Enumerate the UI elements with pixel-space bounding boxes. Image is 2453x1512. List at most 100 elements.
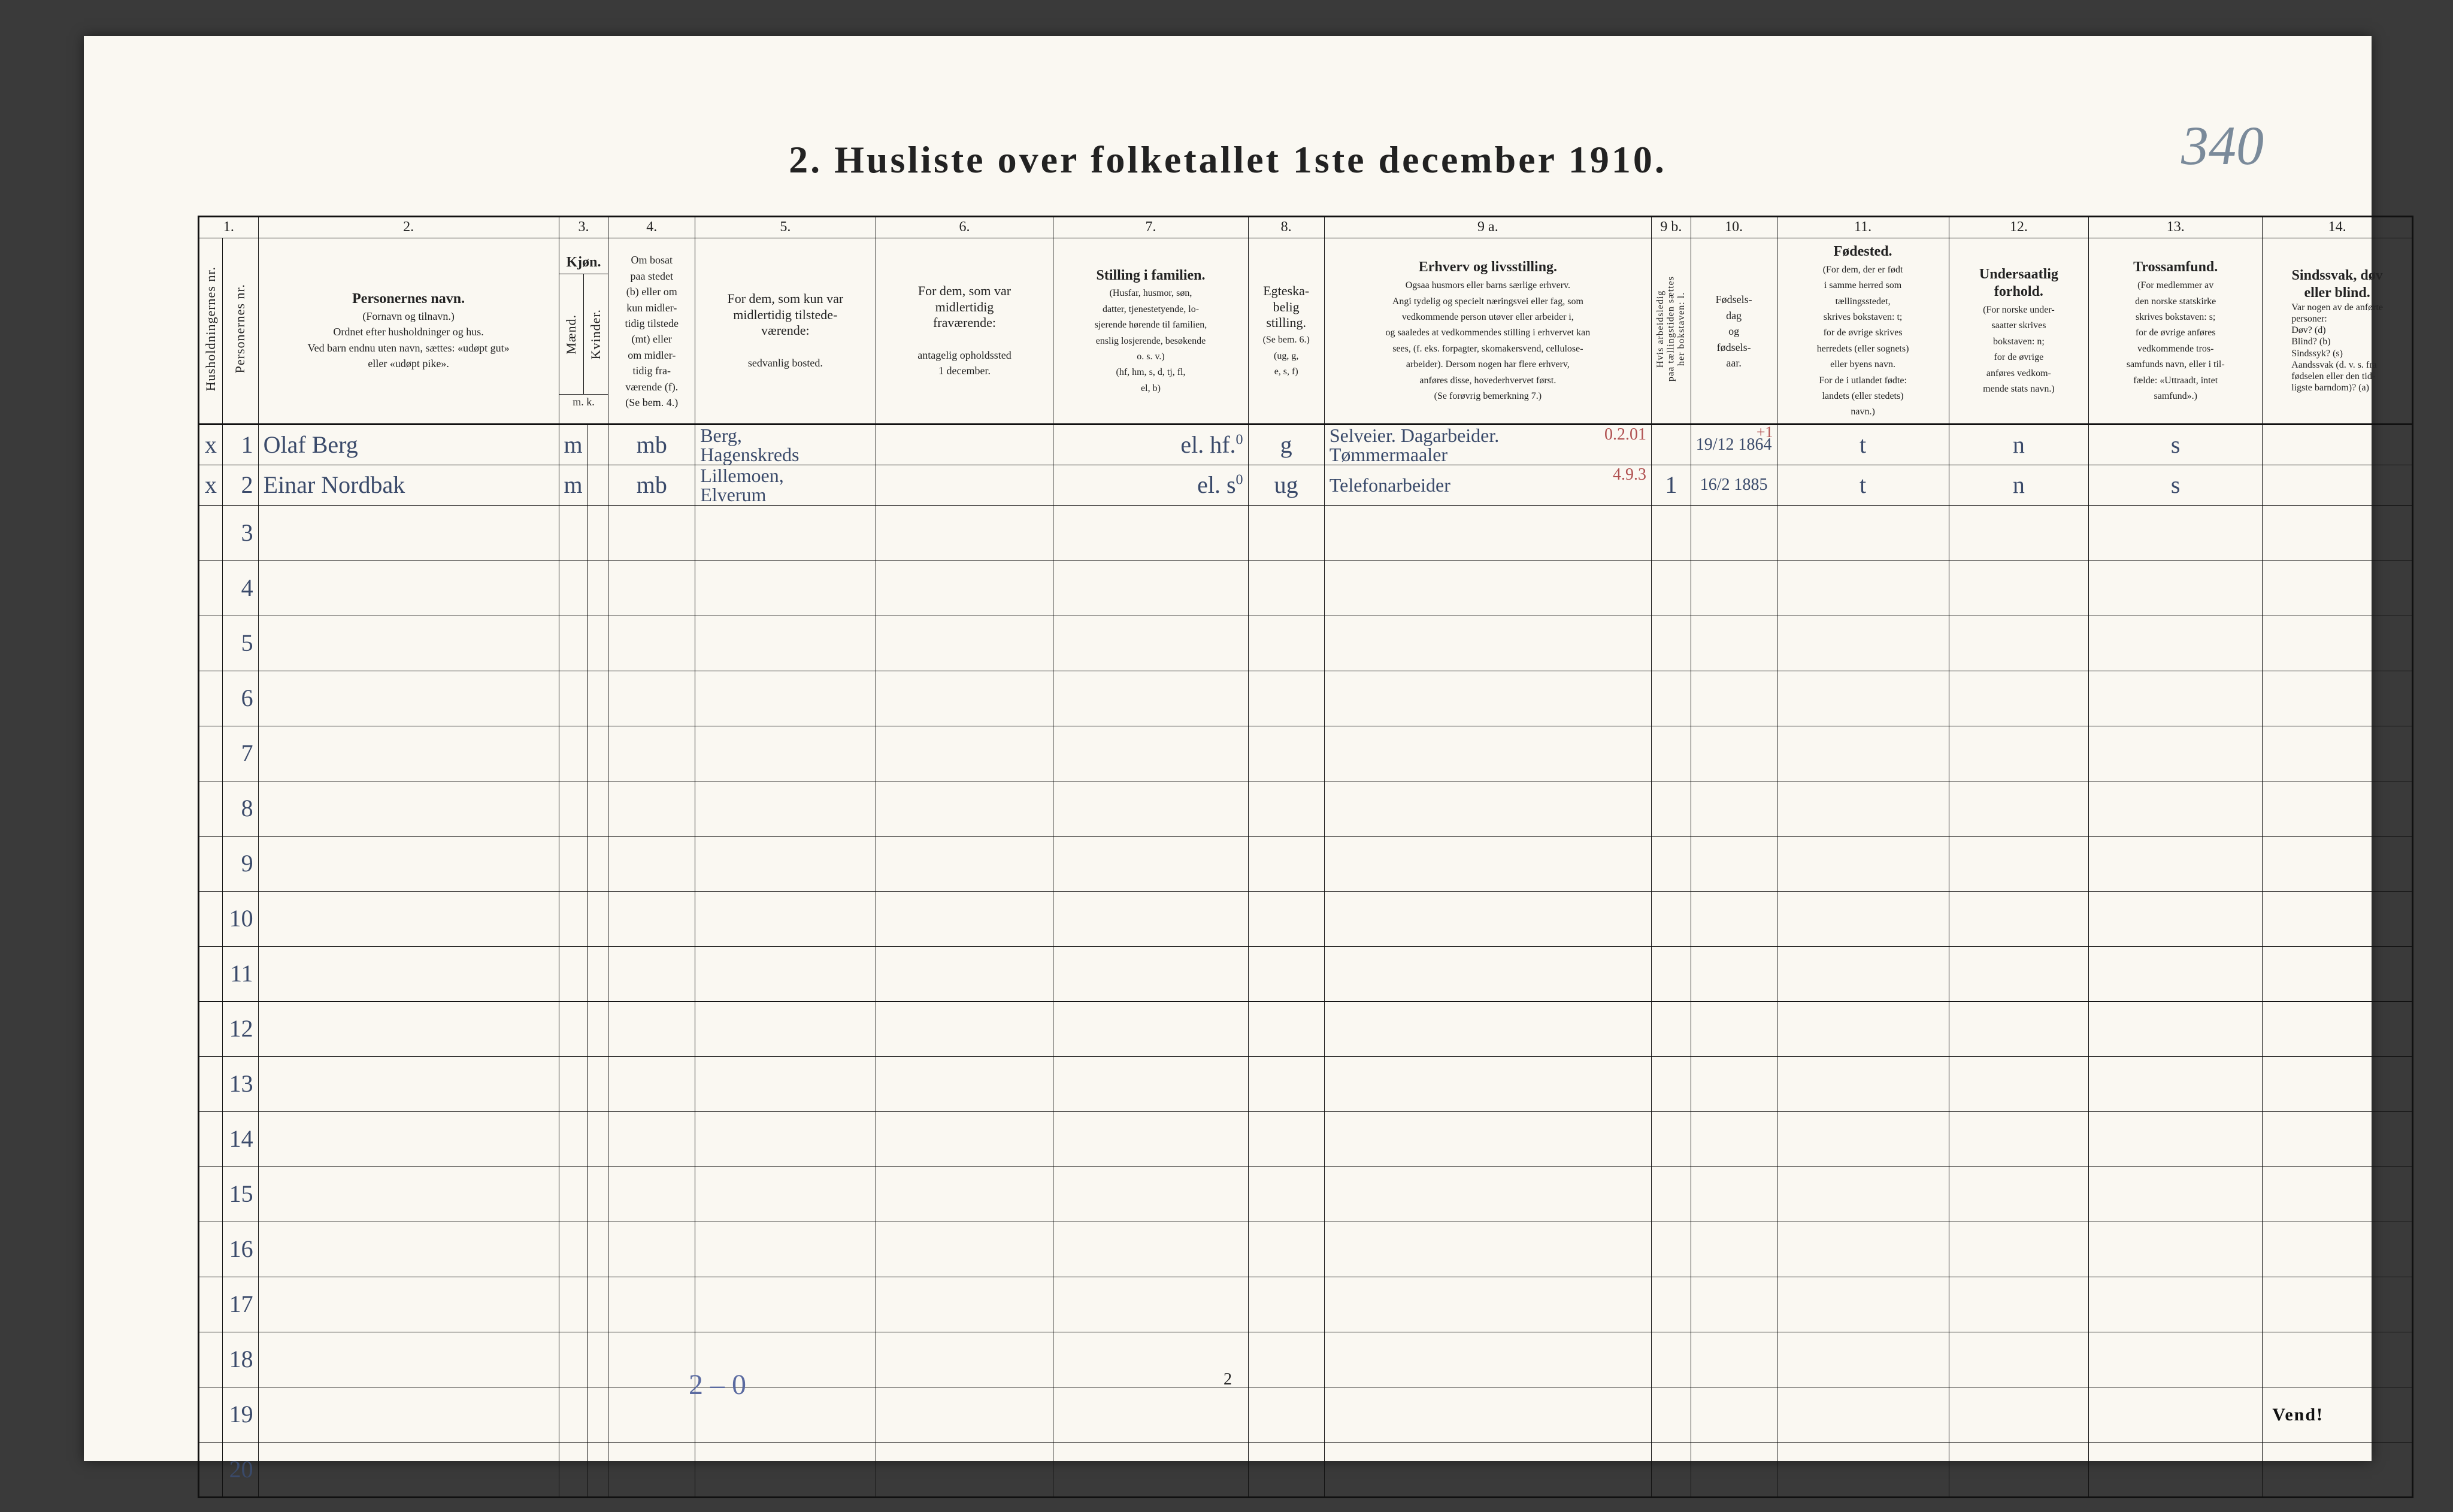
- table-row: 13: [199, 1056, 2413, 1111]
- cell-empty: [1651, 891, 1691, 946]
- row-mark: [199, 671, 223, 726]
- cell-empty: [559, 1166, 587, 1222]
- cell-empty: [1777, 671, 1949, 726]
- cell-c7: el. hf.0: [1053, 424, 1248, 465]
- row-number: 11: [222, 946, 258, 1001]
- colnum-4: 4.: [608, 217, 695, 238]
- cell-empty: [1777, 781, 1949, 836]
- cell-empty: [1053, 781, 1248, 836]
- cell-empty: [1691, 1387, 1777, 1442]
- cell-empty: [2089, 1001, 2263, 1056]
- header-c1b: Personernes nr.: [222, 238, 258, 425]
- row-number: 12: [222, 1001, 258, 1056]
- header-c14: Sindssvak, døv eller blind. Var nogen av…: [2263, 238, 2413, 425]
- header-c9b: Hvis arbeidsledig paa tællingstiden sætt…: [1651, 238, 1691, 425]
- cell-empty: [587, 1387, 608, 1442]
- cell-empty: [1324, 560, 1651, 616]
- row-number: 8: [222, 781, 258, 836]
- header-row: Husholdningernes nr. Personernes nr. Per…: [199, 238, 2413, 425]
- colnum-11: 11.: [1777, 217, 1949, 238]
- cell-empty: [1324, 836, 1651, 891]
- cell-empty: [258, 1166, 559, 1222]
- colnum-14: 14.: [2263, 217, 2413, 238]
- cell-empty: [1651, 1056, 1691, 1111]
- cell-empty: [1053, 1001, 1248, 1056]
- cell-empty: [587, 1222, 608, 1277]
- cell-empty: [2263, 1442, 2413, 1497]
- cell-empty: [258, 726, 559, 781]
- cell-residence: mb: [608, 465, 695, 505]
- cell-empty: [608, 505, 695, 560]
- cell-empty: [559, 505, 587, 560]
- row-mark: [199, 616, 223, 671]
- cell-empty: [608, 1277, 695, 1332]
- colnum-12: 12.: [1949, 217, 2089, 238]
- row-number: 10: [222, 891, 258, 946]
- cell-empty: [876, 726, 1053, 781]
- cell-empty: [587, 1001, 608, 1056]
- cell-empty: [2263, 946, 2413, 1001]
- census-paper: 340 2. Husliste over folketallet 1ste de…: [84, 36, 2372, 1461]
- table-row: 5: [199, 616, 2413, 671]
- cell-empty: [258, 1056, 559, 1111]
- cell-c14: [2263, 424, 2413, 465]
- cell-empty: [876, 1056, 1053, 1111]
- cell-empty: [1777, 1056, 1949, 1111]
- cell-empty: [695, 1001, 876, 1056]
- cell-empty: [1949, 616, 2089, 671]
- cell-empty: [1691, 1111, 1777, 1166]
- cell-empty: [1691, 1056, 1777, 1111]
- cell-empty: [1691, 836, 1777, 891]
- cell-empty: [587, 836, 608, 891]
- cell-sex-k: [587, 424, 608, 465]
- cell-empty: [1053, 1442, 1248, 1497]
- cell-empty: [1053, 946, 1248, 1001]
- cell-empty: [876, 1001, 1053, 1056]
- cell-empty: [876, 1222, 1053, 1277]
- cell-empty: [1691, 891, 1777, 946]
- cell-empty: [608, 781, 695, 836]
- cell-empty: [1053, 1222, 1248, 1277]
- cell-empty: [1777, 1166, 1949, 1222]
- cell-empty: [1651, 671, 1691, 726]
- cell-empty: [559, 781, 587, 836]
- header-c4: Om bosat paa stedet (b) eller om kun mid…: [608, 238, 695, 425]
- cell-empty: [608, 1056, 695, 1111]
- header-c8: Egteska- belig stilling. (Se bem. 6.) (u…: [1248, 238, 1324, 425]
- row-mark: [199, 1277, 223, 1332]
- cell-c8: g: [1248, 424, 1324, 465]
- cell-empty: [2263, 1277, 2413, 1332]
- cell-empty: [559, 1056, 587, 1111]
- cell-empty: [2089, 671, 2263, 726]
- cell-empty: [1324, 505, 1651, 560]
- row-mark: x: [199, 465, 223, 505]
- cell-empty: [559, 946, 587, 1001]
- cell-empty: [2263, 560, 2413, 616]
- cell-empty: [608, 946, 695, 1001]
- cell-empty: [2089, 1056, 2263, 1111]
- cell-empty: [1691, 1222, 1777, 1277]
- cell-empty: [1949, 781, 2089, 836]
- cell-empty: [608, 836, 695, 891]
- cell-empty: [1324, 726, 1651, 781]
- cell-c5: Lillemoen, Elverum: [695, 465, 876, 505]
- cell-empty: [1324, 891, 1651, 946]
- cell-empty: [1691, 1166, 1777, 1222]
- cell-empty: [695, 616, 876, 671]
- cell-empty: [559, 1111, 587, 1166]
- cell-empty: [2263, 1166, 2413, 1222]
- table-row: x1Olaf BergmmbBerg, Hagenskredsel. hf.0g…: [199, 424, 2413, 465]
- cell-empty: [1053, 560, 1248, 616]
- colnum-8: 8.: [1248, 217, 1324, 238]
- header-c9a: Erhverv og livsstilling. Ogsaa husmors e…: [1324, 238, 1651, 425]
- cell-empty: [608, 1001, 695, 1056]
- cell-empty: [587, 1442, 608, 1497]
- header-c13: Trossamfund. (For medlemmer av den norsk…: [2089, 238, 2263, 425]
- cell-c11: t: [1777, 424, 1949, 465]
- cell-sex-m: m: [559, 424, 587, 465]
- cell-empty: [1324, 946, 1651, 1001]
- cell-empty: [1949, 560, 2089, 616]
- cell-c6: [876, 424, 1053, 465]
- header-c1a: Husholdningernes nr.: [199, 238, 223, 425]
- cell-empty: [1777, 1277, 1949, 1332]
